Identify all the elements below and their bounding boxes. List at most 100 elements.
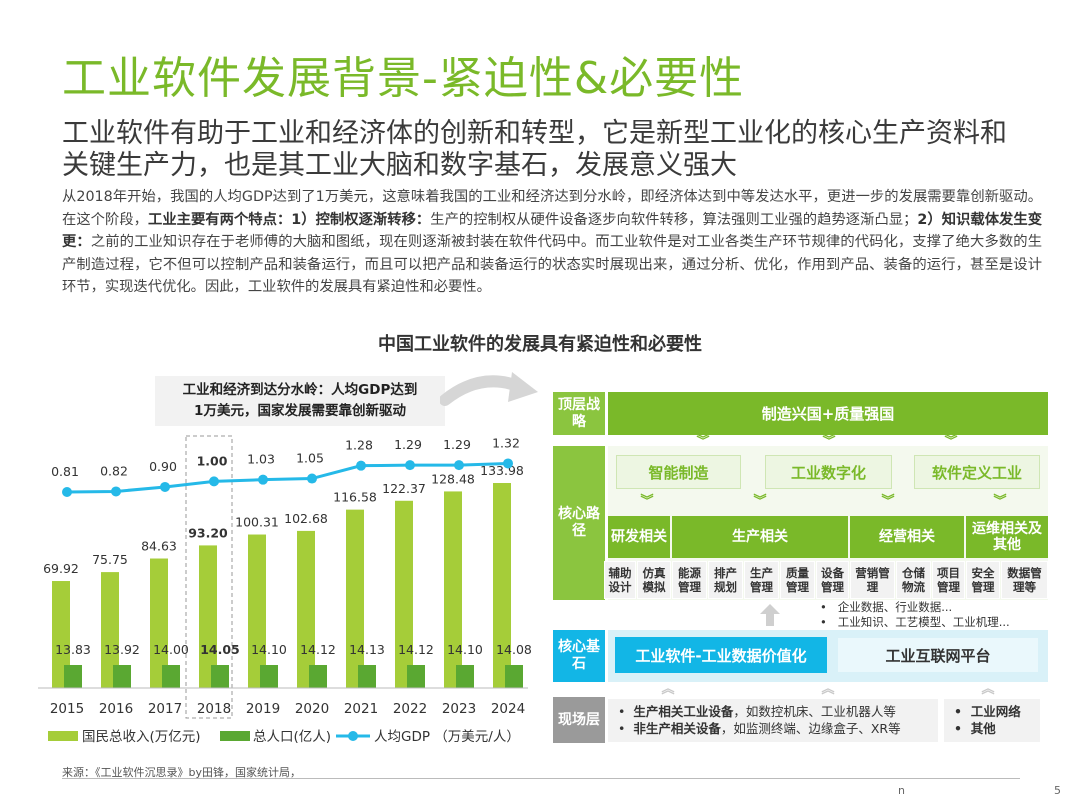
gdp-point bbox=[62, 487, 72, 497]
gdp-point bbox=[503, 458, 513, 469]
income-bar bbox=[101, 572, 119, 688]
group-maintenance: 运维相关及其他 bbox=[966, 516, 1048, 558]
curved-arrow-icon bbox=[440, 372, 538, 406]
population-label: 14.12 bbox=[300, 642, 336, 657]
population-bar bbox=[505, 665, 523, 688]
chevron-down-icon: ︾ bbox=[944, 434, 958, 449]
income-label: 93.20 bbox=[188, 525, 228, 540]
income-bar bbox=[297, 530, 315, 688]
gdp-label: 1.05 bbox=[296, 451, 324, 466]
gdp-label: 1.28 bbox=[345, 438, 373, 453]
page-title: 工业软件发展背景-紧迫性&必要性 bbox=[62, 53, 745, 104]
cell-warehouse: 仓储物流 bbox=[896, 561, 931, 599]
path-box-software-defined: 软件定义工业 bbox=[914, 455, 1040, 489]
income-label: 69.92 bbox=[43, 561, 79, 576]
gdp-point bbox=[307, 473, 317, 484]
income-bar bbox=[395, 500, 413, 688]
x-tick-label: 2016 bbox=[99, 701, 133, 717]
population-label: 14.12 bbox=[398, 642, 434, 657]
gdp-point bbox=[111, 486, 121, 497]
cell-simulation: 仿真模拟 bbox=[637, 561, 671, 599]
legend-income-label: 国民总收入(万亿元) bbox=[82, 729, 201, 745]
population-bar bbox=[456, 665, 474, 688]
legend-gdp-label: 人均GDP （万美元/人） bbox=[374, 729, 520, 745]
field-equipment-box: • 生产相关工业设备，如数控机床、工业机器人等 • 非生产相关设备，如监测终端、… bbox=[608, 699, 938, 742]
population-label: 14.00 bbox=[153, 642, 189, 657]
population-label: 14.10 bbox=[447, 642, 483, 657]
label-top-strategy: 顶层战略 bbox=[553, 392, 605, 435]
gdp-chart: 69.92 13.83 2015 75.75 13.92 2016 84.63 14.00 20… bbox=[38, 435, 532, 745]
cell-aux-design: 辅助设计 bbox=[604, 561, 636, 599]
population-bar bbox=[113, 665, 131, 688]
gdp-point bbox=[405, 460, 415, 471]
income-label: 84.63 bbox=[141, 539, 177, 554]
core-iiot-platform: 工业互联网平台 bbox=[838, 638, 1038, 672]
page-subtitle: 工业软件有助于工业和经济体的创新和转型，它是新型工业化的核心生产资料和关键生产力… bbox=[62, 118, 1007, 181]
x-tick-label: 2022 bbox=[393, 701, 427, 717]
core-industrial-software: 工业软件-工业数据价值化 bbox=[615, 637, 827, 673]
chevron-down-icon: ︾ bbox=[696, 434, 710, 449]
income-label: 122.37 bbox=[382, 481, 426, 496]
legend-population-swatch bbox=[220, 731, 250, 741]
x-tick-label: 2017 bbox=[148, 701, 182, 717]
group-production: 生产相关 bbox=[672, 516, 848, 558]
population-label: 13.83 bbox=[55, 642, 91, 657]
footer-mark: n bbox=[898, 784, 905, 797]
gdp-label: 1.03 bbox=[247, 452, 275, 467]
income-bar bbox=[346, 509, 364, 688]
population-bar bbox=[358, 665, 376, 688]
population-bar bbox=[407, 665, 425, 688]
gdp-label: 1.00 bbox=[197, 453, 228, 468]
chevron-down-icon: ︾ bbox=[881, 494, 895, 509]
gdp-point bbox=[454, 460, 464, 471]
income-label: 128.48 bbox=[431, 471, 475, 486]
legend-income-swatch bbox=[48, 731, 78, 741]
chevron-down-icon: ︾ bbox=[993, 494, 1007, 509]
cell-production-mgmt: 生产管理 bbox=[744, 561, 779, 599]
population-label: 14.10 bbox=[251, 642, 287, 657]
cell-safety: 安全管理 bbox=[966, 561, 1000, 599]
gdp-point bbox=[356, 460, 366, 471]
x-tick-label: 2020 bbox=[295, 701, 329, 717]
label-field-layer: 现场层 bbox=[553, 697, 605, 743]
income-bar bbox=[248, 534, 266, 688]
population-bar bbox=[162, 665, 180, 688]
cell-equipment: 设备管理 bbox=[816, 561, 849, 599]
x-tick-label: 2019 bbox=[246, 701, 280, 717]
label-core-base: 核心基石 bbox=[553, 630, 605, 682]
cell-energy: 能源管理 bbox=[672, 561, 707, 599]
gdp-label: 0.90 bbox=[149, 459, 177, 474]
x-tick-label: 2023 bbox=[442, 701, 476, 717]
chevron-down-icon: ︾ bbox=[640, 494, 654, 509]
group-rnd: 研发相关 bbox=[608, 516, 670, 558]
group-operations: 经营相关 bbox=[850, 516, 964, 558]
population-label: 13.92 bbox=[104, 642, 140, 657]
chevron-up-icon: ︽ bbox=[821, 682, 835, 697]
gdp-label: 1.32 bbox=[492, 435, 520, 450]
up-arrow-icon bbox=[760, 604, 780, 626]
income-bar bbox=[444, 491, 462, 688]
gdp-label: 0.82 bbox=[100, 463, 128, 478]
path-box-industrial-digitization: 工业数字化 bbox=[765, 455, 892, 489]
intro-paragraph: 从2018年开始，我国的人均GDP达到了1万美元，这意味着我国的工业和经济达到分… bbox=[62, 189, 1043, 296]
cell-project: 项目管理 bbox=[932, 561, 965, 599]
population-label: 14.08 bbox=[496, 642, 532, 657]
population-bar bbox=[64, 665, 82, 688]
label-core-path: 核心路径 bbox=[553, 446, 605, 600]
population-bar bbox=[309, 665, 327, 688]
chevron-up-icon: ︽ bbox=[661, 682, 675, 697]
population-bar bbox=[211, 665, 229, 688]
cell-scheduling: 排产规划 bbox=[708, 561, 743, 599]
population-bar bbox=[260, 665, 278, 688]
x-tick-label: 2021 bbox=[344, 701, 378, 717]
chevron-down-icon: ︾ bbox=[753, 494, 767, 509]
cell-data-mgmt: 数据管理等 bbox=[1001, 561, 1048, 599]
figure-title: 中国工业软件的发展具有紧迫性和必要性 bbox=[378, 334, 702, 355]
cell-quality: 质量管理 bbox=[780, 561, 815, 599]
top-strategy-bar: 制造兴国+质量强国 bbox=[608, 392, 1048, 435]
x-tick-label: 2018 bbox=[197, 701, 231, 717]
highlight-2018-box bbox=[185, 435, 233, 719]
income-bar bbox=[493, 483, 511, 688]
income-bar bbox=[150, 558, 168, 688]
gdp-point bbox=[209, 476, 219, 487]
